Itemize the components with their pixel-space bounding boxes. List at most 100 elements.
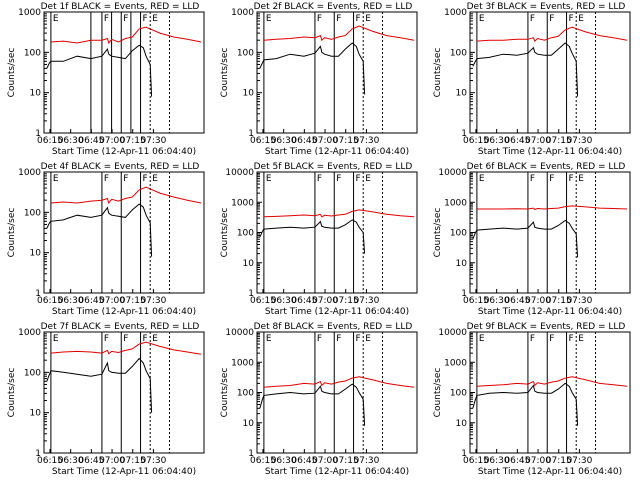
x-axis-label: Start Time (12-Apr-11 06:04:40)	[52, 467, 196, 477]
x-tick-label: 06:15	[463, 296, 489, 306]
x-tick-label: 06:45	[291, 456, 317, 466]
x-axis-label: Start Time (12-Apr-11 06:04:40)	[478, 467, 622, 477]
chart-title: Det 3f BLACK = Events, RED = LLD	[467, 2, 626, 12]
y-tick-label: 10	[456, 89, 468, 99]
x-axis-label: Start Time (12-Apr-11 06:04:40)	[265, 467, 409, 477]
flag-label: F	[336, 14, 341, 24]
detector-panel: Det 3f BLACK = Events, RED = LLD 1 10 100 10…	[426, 0, 639, 160]
x-tick-label: 07:15	[333, 456, 359, 466]
flag-label: E	[578, 334, 584, 344]
y-tick-label: 1000	[444, 198, 467, 208]
detector-panel: Det 5f BLACK = Events, RED = LLD 1 10 100 10…	[213, 160, 426, 320]
detector-chart: Det 2f BLACK = Events, RED = LLD 1 10 100 10…	[220, 2, 418, 157]
y-tick-label: 10	[243, 89, 255, 99]
x-tick-label: 07:30	[353, 456, 379, 466]
detector-chart: Det 3f BLACK = Events, RED = LLD 1 10 100 10…	[433, 2, 631, 157]
y-tick-label: 10	[456, 419, 468, 429]
flag-label: E	[266, 334, 272, 344]
flag-label: E	[53, 174, 59, 184]
x-tick-label: 06:30	[484, 136, 510, 146]
y-axis-label: Counts/sec	[7, 48, 17, 98]
plot-frame	[256, 11, 418, 134]
flag-label: E	[152, 14, 158, 24]
flag-label: E	[365, 14, 371, 24]
flag-label: F	[549, 174, 554, 184]
x-tick-label: 07:15	[120, 296, 146, 306]
flag-label: F	[569, 174, 574, 184]
y-tick-label: 1	[35, 289, 41, 299]
y-axis-label: Counts/sec	[433, 48, 443, 98]
y-tick-label: 10000	[438, 328, 467, 338]
flag-label: F	[104, 174, 109, 184]
x-tick-label: 07:15	[120, 136, 146, 146]
flag-label: F	[569, 334, 574, 344]
series-events-line	[259, 42, 366, 95]
x-tick-label: 07:00	[312, 456, 338, 466]
series-events-line	[259, 383, 366, 426]
y-tick-label: 10	[30, 409, 42, 419]
series-lld-line	[476, 376, 628, 387]
chart-title: Det 9f BLACK = Events, RED = LLD	[467, 322, 626, 332]
y-tick-label: 10000	[225, 168, 254, 178]
flag-label: F	[530, 14, 535, 24]
y-tick-label: 1000	[444, 8, 467, 18]
y-tick-label: 1	[461, 129, 467, 139]
x-tick-label: 06:30	[484, 296, 510, 306]
flag-label: F	[143, 174, 148, 184]
flag-label: E	[479, 334, 485, 344]
series-events-line	[259, 219, 366, 254]
detector-panel: Det 9f BLACK = Events, RED = LLD 1 10 100 10…	[426, 320, 639, 480]
flag-label: F	[123, 174, 128, 184]
y-tick-label: 100	[237, 48, 254, 58]
chart-title: Det 4f BLACK = Events, RED = LLD	[41, 162, 200, 172]
flag-label: E	[578, 14, 584, 24]
series-events-line	[472, 219, 579, 258]
detector-chart: Det 9f BLACK = Events, RED = LLD 1 10 100 10…	[433, 322, 631, 477]
y-tick-label: 1	[461, 449, 467, 459]
x-tick-label: 07:00	[525, 296, 551, 306]
y-tick-label: 100	[237, 389, 254, 399]
flag-label: F	[317, 14, 322, 24]
flag-label: F	[569, 14, 574, 24]
y-tick-label: 1000	[231, 358, 254, 368]
x-tick-label: 07:00	[99, 136, 125, 146]
detector-panel: Det 4f BLACK = Events, RED = LLD 1 10 100 10…	[0, 160, 213, 320]
x-tick-label: 07:30	[140, 296, 166, 306]
y-tick-label: 1	[35, 449, 41, 459]
y-axis-label: Counts/sec	[7, 208, 17, 258]
x-tick-label: 07:00	[99, 296, 125, 306]
flag-label: F	[123, 14, 128, 24]
detector-chart: Det 1f BLACK = Events, RED = LLD 1 10 100 10…	[7, 2, 205, 157]
series-lld-line	[263, 209, 415, 218]
y-tick-label: 1	[35, 129, 41, 139]
x-tick-label: 07:30	[566, 136, 592, 146]
flag-label: F	[336, 174, 341, 184]
y-tick-label: 1	[248, 129, 254, 139]
flag-label: E	[53, 14, 59, 24]
flag-label: F	[104, 334, 109, 344]
x-tick-label: 06:15	[250, 296, 276, 306]
flag-label: F	[143, 14, 148, 24]
flag-label: F	[356, 174, 361, 184]
y-axis-label: Counts/sec	[220, 48, 230, 98]
x-tick-label: 07:00	[312, 136, 338, 146]
detector-chart: Det 5f BLACK = Events, RED = LLD 1 10 100 10…	[220, 162, 418, 317]
flag-label: F	[356, 334, 361, 344]
series-lld-line	[50, 186, 202, 205]
y-tick-label: 10	[456, 259, 468, 269]
y-tick-label: 1	[461, 289, 467, 299]
chart-title: Det 5f BLACK = Events, RED = LLD	[254, 162, 413, 172]
x-tick-label: 06:30	[58, 136, 84, 146]
plot-frame	[469, 11, 631, 134]
detector-panel: Det 8f BLACK = Events, RED = LLD 1 10 100 10…	[213, 320, 426, 480]
flag-label: E	[479, 174, 485, 184]
series-events-line	[46, 357, 153, 413]
x-tick-label: 06:45	[504, 296, 530, 306]
detector-panel: Det 7f BLACK = Events, RED = LLD 1 10 100 10…	[0, 320, 213, 480]
y-tick-label: 100	[450, 389, 467, 399]
x-tick-label: 07:30	[140, 456, 166, 466]
x-axis-label: Start Time (12-Apr-11 06:04:40)	[478, 147, 622, 157]
flag-label: F	[143, 334, 148, 344]
series-events-line	[46, 44, 153, 97]
